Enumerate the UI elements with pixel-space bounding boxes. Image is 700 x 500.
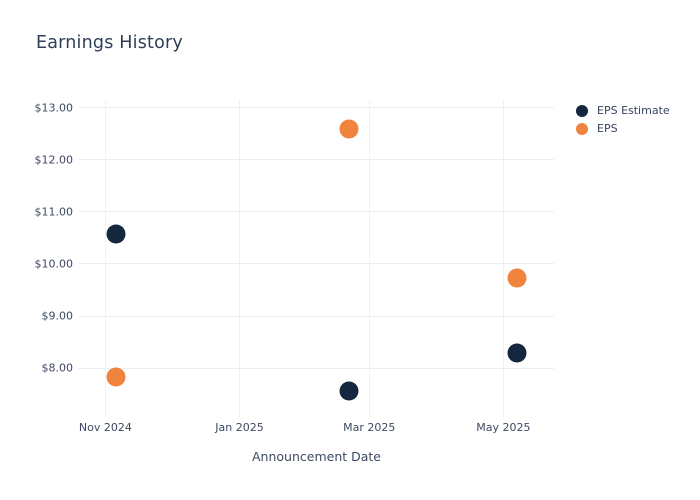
y-axis-tick-label: $11.00 bbox=[34, 205, 74, 219]
x-gridline bbox=[104, 100, 106, 417]
data-point-eps[interactable] bbox=[106, 367, 126, 387]
y-axis-tick-label: $12.00 bbox=[34, 153, 74, 167]
legend-label: EPS Estimate bbox=[597, 104, 670, 117]
y-gridline bbox=[79, 315, 554, 317]
y-gridline bbox=[79, 159, 554, 161]
x-gridline bbox=[502, 100, 504, 417]
y-gridline bbox=[79, 367, 554, 369]
x-gridline bbox=[368, 100, 370, 417]
y-gridline bbox=[79, 263, 554, 265]
x-axis-title: Announcement Date bbox=[252, 449, 381, 464]
y-gridline bbox=[79, 211, 554, 213]
x-axis-tick-label: May 2025 bbox=[476, 421, 531, 434]
x-axis-tick-label: Nov 2024 bbox=[78, 421, 132, 434]
y-gridline bbox=[79, 107, 554, 109]
legend-item-eps[interactable]: EPS bbox=[576, 122, 670, 135]
y-axis-tick-label: $10.00 bbox=[34, 257, 74, 271]
x-gridline bbox=[239, 100, 241, 417]
y-axis-tick-label: $13.00 bbox=[34, 101, 74, 115]
x-axis-tick-label: Jan 2025 bbox=[215, 421, 264, 434]
data-point-eps[interactable] bbox=[339, 119, 359, 139]
data-point-eps-estimate[interactable] bbox=[507, 343, 527, 363]
data-point-eps-estimate[interactable] bbox=[339, 381, 359, 401]
y-axis-tick-label: $9.00 bbox=[41, 309, 74, 323]
x-axis-tick-label: Mar 2025 bbox=[343, 421, 396, 434]
y-axis-tick-label: $8.00 bbox=[41, 361, 74, 375]
legend-marker-icon bbox=[576, 122, 588, 135]
legend-item-eps-estimate[interactable]: EPS Estimate bbox=[576, 104, 670, 117]
legend-label: EPS bbox=[597, 122, 618, 135]
legend-marker-icon bbox=[576, 104, 588, 117]
legend: EPS Estimate EPS bbox=[576, 104, 670, 135]
chart-title: Earnings History bbox=[36, 33, 183, 53]
data-point-eps-estimate[interactable] bbox=[106, 224, 126, 244]
data-point-eps[interactable] bbox=[507, 268, 527, 288]
